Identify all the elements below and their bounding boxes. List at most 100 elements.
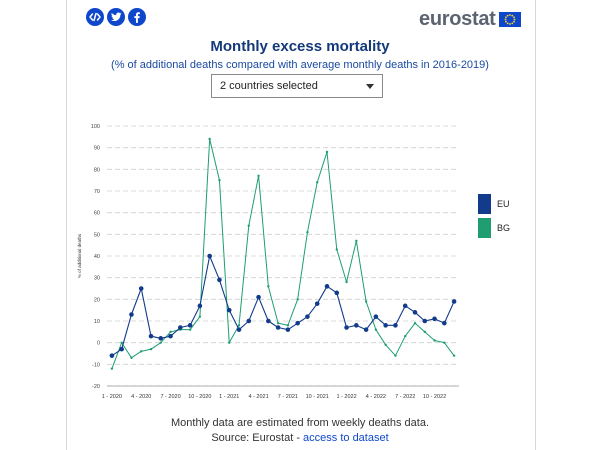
data-point-bg <box>188 328 192 331</box>
data-point-bg <box>364 300 368 303</box>
data-point-eu <box>275 325 281 330</box>
country-selector-value: 2 countries selected <box>220 80 318 92</box>
data-point-bg <box>208 137 211 141</box>
data-point-bg <box>257 174 260 178</box>
data-point-bg <box>316 181 319 184</box>
data-point-bg <box>306 230 309 234</box>
x-tick-label: 7 - 2021 <box>278 394 298 400</box>
data-point-eu <box>285 327 291 332</box>
footnote: Monthly data are estimated from weekly d… <box>170 417 430 429</box>
data-point-bg <box>276 321 280 325</box>
data-point-eu <box>402 303 408 309</box>
data-point-bg <box>149 347 153 351</box>
data-point-eu <box>109 353 115 358</box>
data-point-eu <box>334 290 340 296</box>
data-point-bg <box>110 367 114 370</box>
data-point-bg <box>130 356 133 360</box>
y-tick-label: 30 <box>94 276 100 282</box>
legend-label-bg: BG <box>497 223 511 233</box>
legend-item-bg[interactable]: BG <box>478 218 510 238</box>
data-point-bg <box>140 350 143 353</box>
x-tick-label: 7 - 2020 <box>160 394 180 400</box>
y-tick-label: -10 <box>92 362 100 368</box>
x-tick-label: 1 - 2022 <box>336 394 356 400</box>
chart-title: Monthly excess mortality <box>210 38 390 55</box>
y-tick-label: 70 <box>94 189 100 195</box>
data-point-bg <box>443 341 446 344</box>
facebook-icon[interactable] <box>128 8 146 26</box>
y-axis-label: % of additional deaths <box>77 233 82 278</box>
data-point-bg <box>267 285 270 288</box>
x-tick-label: 1 - 2021 <box>219 394 239 400</box>
data-point-bg <box>218 178 221 182</box>
x-tick-label: 4 - 2022 <box>366 394 386 400</box>
chart-subtitle: (% of additional deaths compared with av… <box>111 59 489 71</box>
y-tick-label: 40 <box>94 254 100 260</box>
brand-name: eurostat <box>419 7 496 30</box>
data-point-eu <box>187 323 193 328</box>
data-point-eu <box>256 294 261 300</box>
y-tick-label: 10 <box>94 319 100 325</box>
data-point-eu <box>226 307 232 313</box>
caret-down-icon <box>366 83 374 89</box>
data-point-bg <box>198 315 202 318</box>
y-tick-label: 80 <box>94 167 100 173</box>
data-point-bg <box>423 330 426 334</box>
legend: EU BG <box>478 194 510 242</box>
data-point-bg <box>452 354 456 357</box>
line-chart: -20 -10 0 10 20 30 40 50 60 70 80 90 100 % of additio… <box>77 124 459 400</box>
data-point-eu <box>393 323 398 328</box>
x-tick-label: 10 - 2021 <box>306 394 329 400</box>
data-point-bg <box>228 341 231 344</box>
data-point-eu <box>363 327 369 332</box>
data-point-eu <box>119 346 124 352</box>
data-point-bg <box>413 321 417 325</box>
country-selector[interactable]: 2 countries selected <box>211 74 383 98</box>
data-point-eu <box>217 277 222 283</box>
data-point-eu <box>148 333 154 339</box>
legend-label-eu: EU <box>497 199 510 209</box>
data-point-bg <box>355 239 358 243</box>
data-point-bg <box>169 330 172 334</box>
source-line: Source: Eurostat - access to dataset <box>66 432 534 444</box>
data-point-eu <box>442 320 447 326</box>
y-tick-label: 90 <box>94 146 100 152</box>
data-point-bg <box>120 341 123 344</box>
data-point-bg <box>384 343 387 347</box>
data-point-bg <box>325 150 329 154</box>
data-point-bg <box>159 341 162 344</box>
data-point-eu <box>305 314 310 319</box>
data-point-bg <box>374 328 378 331</box>
eu-flag-icon <box>498 11 521 27</box>
data-point-eu <box>129 312 134 317</box>
data-point-eu <box>432 316 437 322</box>
data-point-eu <box>236 327 242 332</box>
series-line-bg <box>111 138 455 369</box>
data-point-eu <box>266 318 271 324</box>
legend-item-eu[interactable]: EU <box>478 194 510 214</box>
data-point-bg <box>247 224 250 227</box>
x-tick-label: 4 - 2020 <box>131 394 151 400</box>
x-tick-label: 1 - 2020 <box>102 394 122 400</box>
data-point-bg <box>296 298 299 301</box>
data-point-eu <box>412 310 418 315</box>
data-point-eu <box>168 333 173 339</box>
x-tick-label: 4 - 2021 <box>248 394 268 400</box>
dataset-link[interactable]: access to dataset <box>303 432 389 444</box>
share-toolbar <box>86 8 146 26</box>
y-tick-label: 20 <box>94 297 100 303</box>
data-point-eu <box>246 318 252 324</box>
data-point-eu <box>324 284 330 289</box>
data-point-eu <box>138 286 144 291</box>
data-point-bg <box>394 354 397 357</box>
data-point-bg <box>286 324 290 327</box>
y-tick-label: 50 <box>94 232 100 238</box>
y-tick-label: 100 <box>91 124 100 130</box>
twitter-icon[interactable] <box>107 8 125 26</box>
embed-icon[interactable] <box>86 8 104 26</box>
data-point-eu <box>158 336 164 341</box>
x-tick-label: 10 - 2020 <box>188 394 211 400</box>
x-tick-label: 10 - 2022 <box>423 394 446 400</box>
data-point-eu <box>314 301 320 306</box>
eurostat-logo: eurostat <box>419 7 521 30</box>
